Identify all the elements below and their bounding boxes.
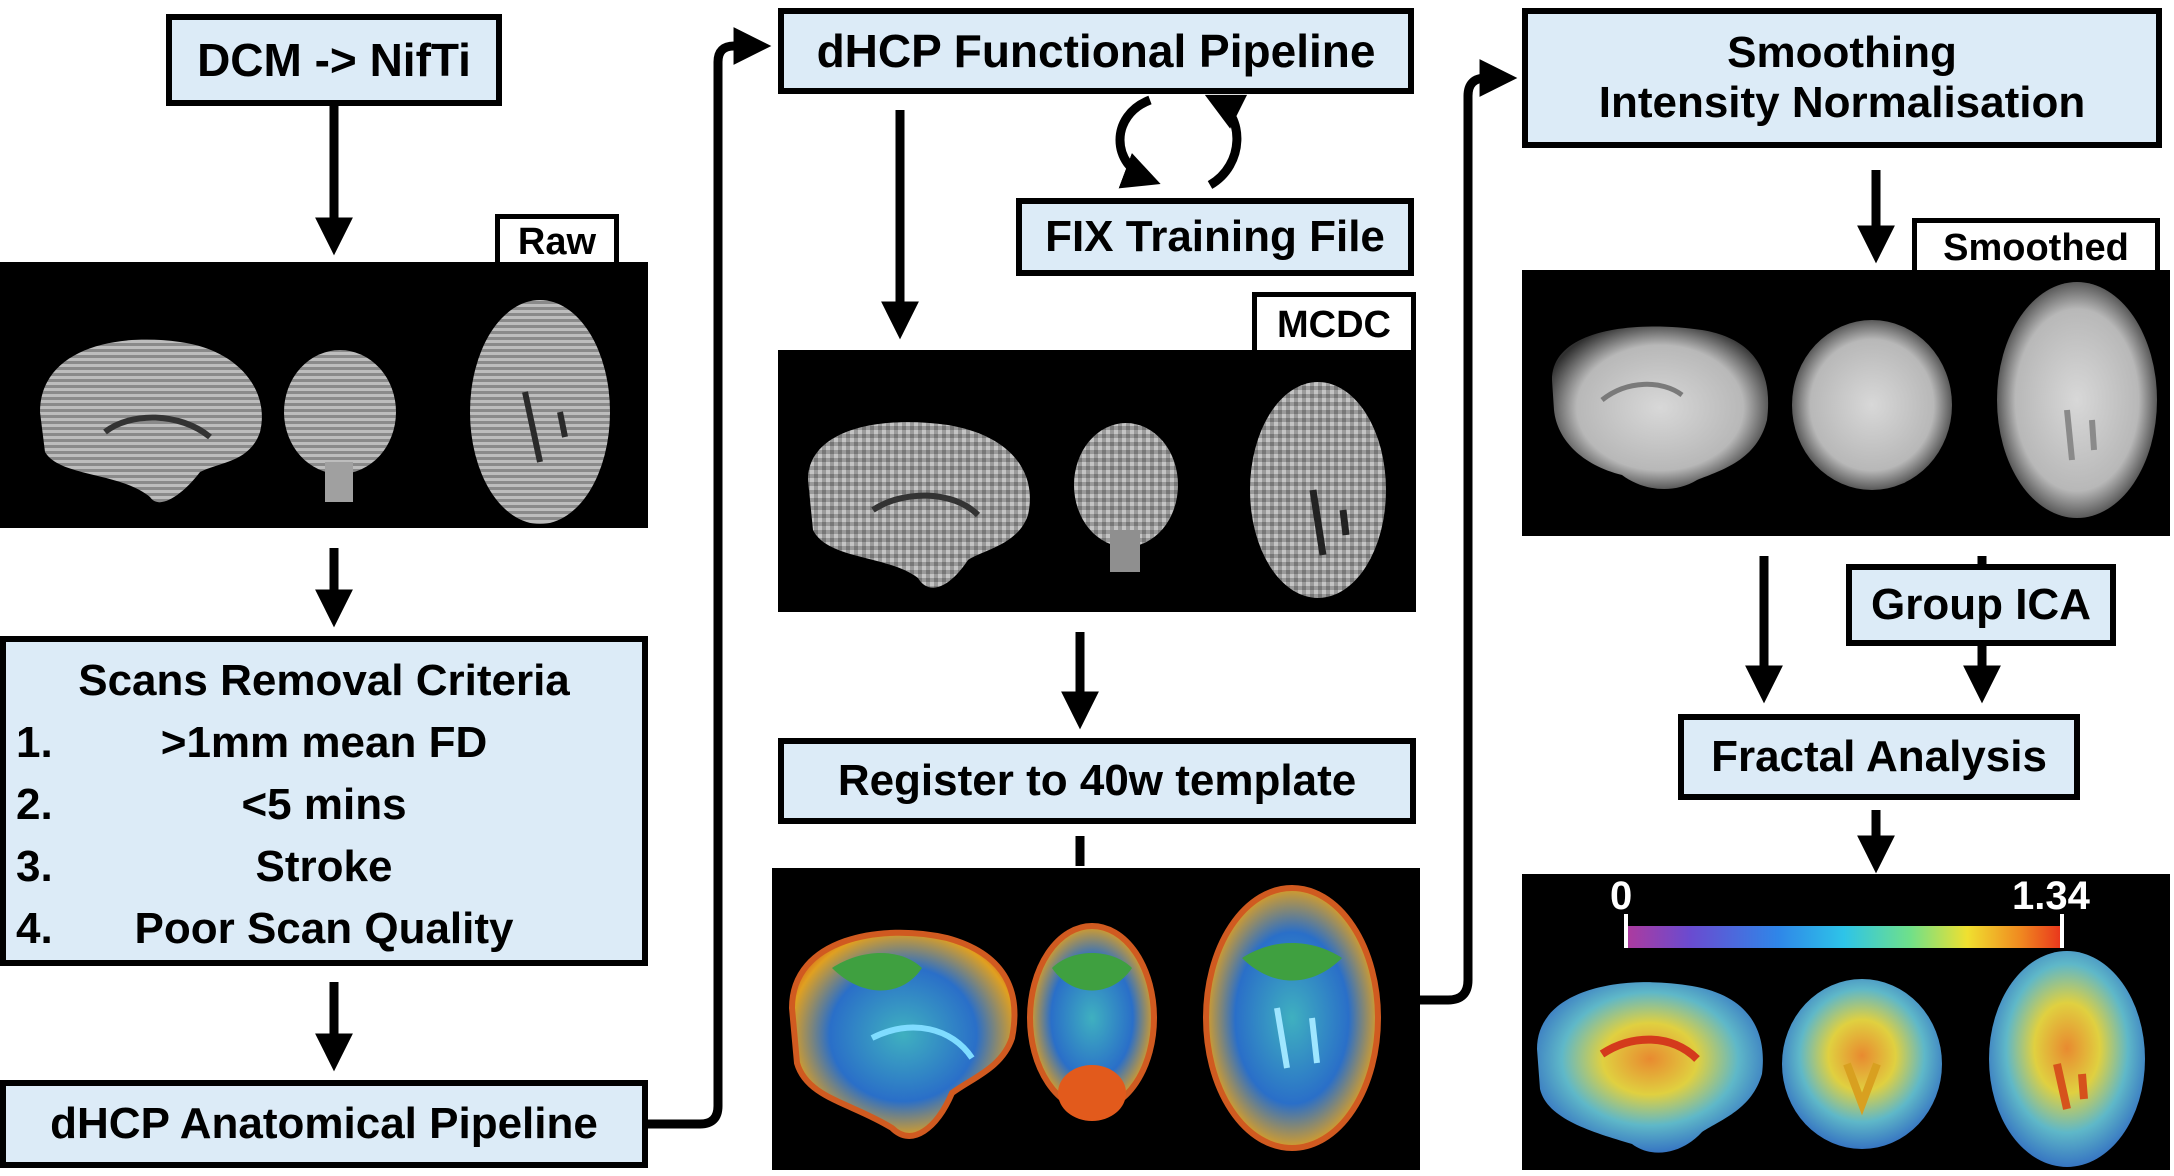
criteria-item: 1. >1mm mean FD [6, 718, 642, 778]
register-template-box: Register to 40w template [778, 738, 1416, 824]
criteria-item-text: <5 mins [241, 780, 407, 829]
fractal-analysis-label: Fractal Analysis [1711, 732, 2047, 781]
anatomical-pipeline-label: dHCP Anatomical Pipeline [50, 1099, 598, 1148]
smoothed-scan-panel [1522, 270, 2170, 536]
criteria-item-number: 4. [16, 904, 53, 953]
raw-label: Raw [517, 221, 597, 263]
fix-training-file-label: FIX Training File [1045, 212, 1385, 261]
dcm-to-nifti-box: DCM -> NifTi [166, 14, 502, 106]
colorbar [1624, 926, 2064, 948]
anatomical-pipeline-box: dHCP Anatomical Pipeline [0, 1080, 648, 1168]
fix-training-file-box: FIX Training File [1016, 198, 1414, 276]
dcm-to-nifti-label: DCM -> NifTi [197, 34, 471, 86]
smoothing-box: Smoothing Intensity Normalisation [1522, 8, 2162, 148]
mcdc-tag: MCDC [1252, 292, 1416, 354]
criteria-item-text: Stroke [255, 842, 393, 891]
group-ica-label: Group ICA [1871, 580, 2091, 629]
fractal-result-image [1537, 914, 2145, 1167]
raw-scan-panel [0, 262, 648, 528]
fractal-result-panel: 0 1.34 [1522, 874, 2170, 1170]
smoothed-label: Smoothed [1943, 227, 2129, 269]
scans-removal-criteria-box: Scans Removal Criteria 1. >1mm mean FD 2… [0, 636, 648, 966]
arrow-anatomical-to-functional [648, 27, 772, 1129]
mcdc-label: MCDC [1277, 304, 1391, 346]
criteria-item-number: 3. [16, 842, 53, 891]
criteria-title: Scans Removal Criteria [78, 656, 570, 705]
functional-pipeline-box: dHCP Functional Pipeline [778, 8, 1414, 94]
fractal-analysis-box: Fractal Analysis [1678, 714, 2080, 800]
colorbar-min-label: 0 [1610, 874, 1633, 918]
register-template-label: Register to 40w template [837, 756, 1357, 805]
smoothing-label-line2: Intensity Normalisation [1598, 78, 2086, 127]
functional-pipeline-label: dHCP Functional Pipeline [816, 25, 1376, 77]
raw-tag: Raw [495, 214, 619, 266]
criteria-item-text: >1mm mean FD [160, 718, 488, 767]
raw-scan-image [40, 300, 610, 524]
arrow-functional-to-fix [1115, 95, 1161, 189]
smoothed-scan-image [1552, 282, 2157, 518]
criteria-item-number: 1. [16, 718, 53, 767]
registered-scan-panel [772, 868, 1420, 1170]
smoothing-label-line1: Smoothing [1727, 28, 1957, 77]
arrow-fix-to-functional [1204, 94, 1248, 189]
criteria-item: 3. Stroke [6, 842, 642, 902]
group-ica-box: Group ICA [1846, 564, 2116, 646]
criteria-item-text: Poor Scan Quality [134, 904, 514, 953]
arrow-register-to-smoothing [1420, 59, 1518, 1005]
criteria-item: 2. <5 mins [6, 780, 642, 840]
colorbar-max-label: 1.34 [2012, 874, 2090, 918]
registered-scan-image [788, 885, 1381, 1151]
mcdc-scan-panel [778, 350, 1416, 612]
criteria-item: 4. Poor Scan Quality [6, 904, 642, 964]
smoothed-tag: Smoothed [1912, 218, 2160, 274]
criteria-item-number: 2. [16, 780, 53, 829]
mcdc-scan-image [808, 382, 1386, 598]
